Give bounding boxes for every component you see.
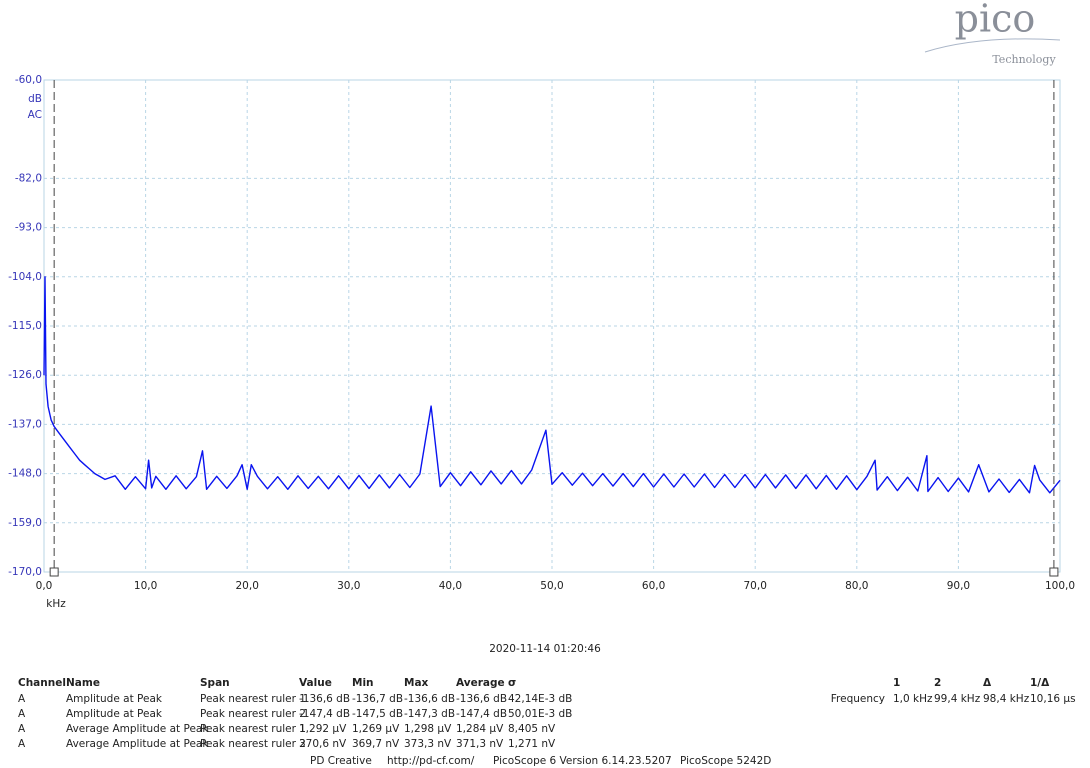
y-unit: dB: [28, 93, 42, 105]
table-cell: -136,7 dB: [352, 693, 403, 705]
table-cell: Average Amplitude at Peak: [66, 738, 209, 750]
ruler-cell: 1,0 kHz: [893, 693, 933, 705]
table-cell: 50,01E-3 dB: [508, 708, 572, 720]
table-cell: -147,4 dB: [456, 708, 507, 720]
table-cell: 369,7 nV: [352, 738, 400, 750]
table-header: Name: [66, 677, 100, 689]
x-tick-label: 50,0: [540, 580, 563, 592]
ruler-cell: 98,4 kHz: [983, 693, 1030, 705]
ruler-header: 1: [893, 677, 900, 689]
spectrum-line: [43, 276, 1061, 494]
x-tick-label: 80,0: [845, 580, 868, 592]
footer-item: PicoScope 5242D: [680, 755, 771, 767]
y-tick-label: -82,0: [15, 172, 42, 184]
table-cell: A: [18, 738, 26, 750]
y-tick-label: -170,0: [8, 566, 42, 578]
x-tick-label: 30,0: [337, 580, 360, 592]
table-header: Max: [404, 677, 429, 689]
table-cell: Average Amplitude at Peak: [66, 723, 209, 735]
logo: pico: [955, 0, 1036, 41]
table-cell: Peak nearest ruler 1: [200, 693, 306, 705]
y-tick-label: -159,0: [8, 517, 42, 529]
y-tick-label: -115,0: [8, 320, 42, 332]
table-cell: Amplitude at Peak: [66, 693, 163, 705]
ruler-cell: 99,4 kHz: [934, 693, 981, 705]
table-cell: 1,269 µV: [352, 723, 400, 735]
y-tick-label: -60,0: [15, 74, 42, 86]
table-cell: Peak nearest ruler 2: [200, 738, 306, 750]
table-cell: -147,5 dB: [352, 708, 403, 720]
logo-sub: Technology: [992, 53, 1056, 66]
footer-item: PicoScope 6 Version 6.14.23.5207: [493, 755, 672, 767]
table-cell: 1,284 µV: [456, 723, 504, 735]
y-tick-label: -126,0: [8, 369, 42, 381]
table-cell: 1,292 µV: [299, 723, 347, 735]
x-tick-label: 100,0: [1045, 580, 1075, 592]
table-header: Average: [456, 677, 505, 689]
timestamp: 2020-11-14 01:20:46: [489, 643, 601, 655]
y-tick-label: -93,0: [15, 222, 42, 234]
table-cell: Amplitude at Peak: [66, 708, 163, 720]
table-cell: Peak nearest ruler 2: [200, 708, 306, 720]
x-tick-label: 20,0: [236, 580, 259, 592]
table-cell: -147,3 dB: [404, 708, 455, 720]
table-cell: 371,3 nV: [456, 738, 504, 750]
ruler-handle: [49, 567, 59, 577]
table-cell: A: [18, 723, 26, 735]
table-cell: A: [18, 708, 26, 720]
x-tick-label: 40,0: [439, 580, 462, 592]
table-cell: -147,4 dB: [299, 708, 350, 720]
table-header: Value: [299, 677, 332, 689]
x-tick-label: 60,0: [642, 580, 665, 592]
ruler-header: Δ: [983, 677, 992, 689]
footer-item: http://pd-cf.com/: [387, 755, 475, 767]
table-cell: 1,298 µV: [404, 723, 452, 735]
table-cell: 370,6 nV: [299, 738, 347, 750]
x-tick-label: 70,0: [744, 580, 767, 592]
table-header: σ: [508, 677, 516, 689]
y-tick-label: -137,0: [8, 418, 42, 430]
ruler-cell: 10,16 µs: [1030, 693, 1076, 705]
y-tick-label: -104,0: [8, 271, 42, 283]
logo-swoosh: [924, 38, 1061, 53]
x-tick-label: 90,0: [947, 580, 970, 592]
table-cell: 1,271 nV: [508, 738, 556, 750]
ruler-header: 1/Δ: [1030, 677, 1050, 689]
x-unit: kHz: [46, 598, 66, 610]
table-cell: -136,6 dB: [456, 693, 507, 705]
x-tick-label: 10,0: [134, 580, 157, 592]
ruler-row-label: Frequency: [831, 693, 885, 705]
ruler-header: 2: [934, 677, 941, 689]
table-cell: 42,14E-3 dB: [508, 693, 572, 705]
table-header: Channel: [18, 677, 66, 689]
table-cell: Peak nearest ruler 1: [200, 723, 306, 735]
table-cell: -136,6 dB: [404, 693, 455, 705]
table-cell: -136,6 dB: [299, 693, 350, 705]
x-tick-label: 0,0: [36, 580, 53, 592]
footer-item: PD Creative: [310, 755, 372, 767]
y-tick-label: -148,0: [8, 468, 42, 480]
table-header: Min: [352, 677, 374, 689]
table-cell: 8,405 nV: [508, 723, 556, 735]
table-cell: A: [18, 693, 26, 705]
y-coupling: AC: [28, 109, 42, 121]
ruler-handle: [1049, 567, 1059, 577]
table-cell: 373,3 nV: [404, 738, 452, 750]
table-header: Span: [200, 677, 230, 689]
